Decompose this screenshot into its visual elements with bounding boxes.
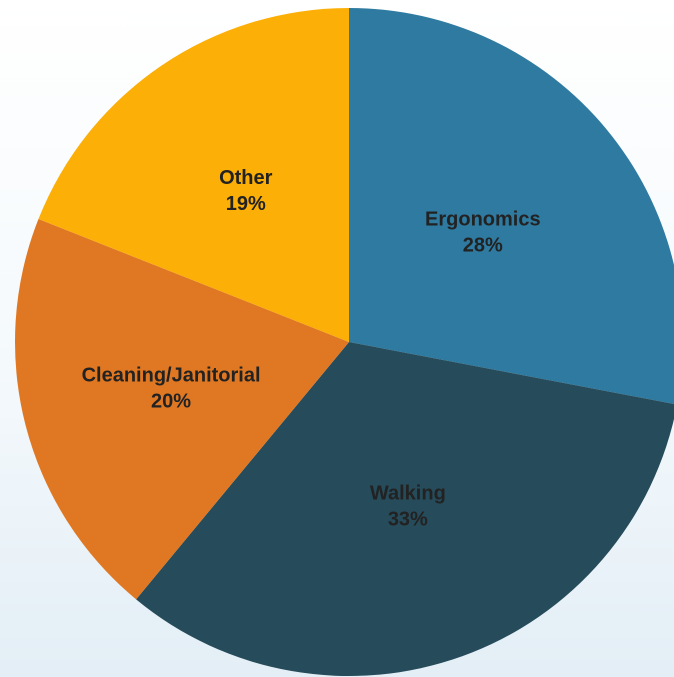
slice-percent-label: 28% — [463, 234, 503, 256]
slice-category-label: Cleaning/Janitorial — [82, 365, 261, 387]
slice-category-label: Ergonomics — [425, 208, 541, 230]
slice-category-label: Walking — [370, 482, 446, 504]
slice-label-ergonomics: Ergonomics 28% — [425, 208, 541, 256]
pie-slice-other — [38, 7, 350, 342]
pie-slice-walking — [136, 342, 674, 676]
slice-label-other: Other 19% — [219, 167, 273, 215]
slice-category-label: Other — [219, 167, 273, 189]
pie-slice-cleaning-janitorial — [15, 219, 350, 600]
slice-label-walking: Walking 33% — [370, 482, 446, 530]
pie-slice-ergonomics — [349, 8, 674, 404]
slice-label-cleaning-janitorial: Cleaning/Janitorial 20% — [82, 365, 261, 413]
labels-layer: Ergonomics 28% Walking 33% Cleaning/Janitori… — [82, 167, 541, 530]
slices-layer — [15, 7, 674, 676]
slice-percent-label: 20% — [151, 391, 191, 413]
slice-percent-label: 33% — [388, 508, 428, 530]
slice-percent-label: 19% — [226, 193, 266, 215]
